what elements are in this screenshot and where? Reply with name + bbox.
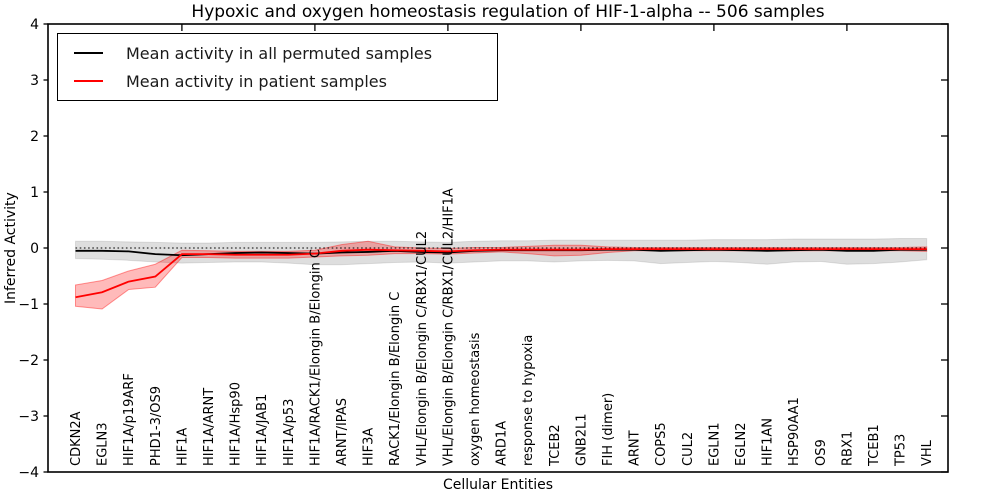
x-category-label: oxygen homeostasis [468, 332, 483, 466]
x-category-label: RBX1 [840, 431, 855, 466]
x-category-label: VHL [920, 439, 935, 466]
x-category-label: TP53 [894, 434, 909, 467]
x-category-label: HSP90AA1 [787, 397, 802, 466]
chart-title: Hypoxic and oxygen homeostasis regulatio… [191, 2, 825, 22]
x-category-label: EGLN3 [96, 422, 111, 466]
y-tick-label: 2 [30, 129, 39, 145]
x-category-label: HIF1A/RACK1/Elongin B/Elongin C [308, 249, 323, 466]
patient-confidence-band [75, 240, 928, 310]
x-category-label: HIF1A/Hsp90 [229, 382, 244, 466]
permuted-line-sample-icon [74, 52, 103, 54]
legend-label-patient: Mean activity in patient samples [126, 71, 387, 91]
y-tick-label: 1 [30, 185, 39, 201]
y-tick-label: −2 [18, 353, 39, 369]
legend-label-permuted: Mean activity in all permuted samples [126, 43, 433, 63]
x-category-label: TCEB2 [548, 424, 563, 467]
legend-item-patient: Mean activity in patient samples [58, 67, 497, 95]
patient-line-sample-icon [74, 80, 103, 82]
x-category-label: TCEB1 [867, 424, 882, 467]
y-tick-label: −3 [18, 409, 39, 425]
x-category-label: VHL/Elongin B/Elongin C/RBX1/CUL2/HIF1A [441, 188, 456, 466]
permuted-confidence-band [75, 237, 928, 266]
x-category-label: HIF1A/p19ARF [122, 373, 137, 466]
legend: Mean activity in all permuted samples Me… [57, 33, 498, 101]
x-category-label: EGLN2 [734, 422, 749, 466]
y-tick-label: −1 [18, 297, 39, 313]
y-tick-label: −4 [18, 465, 39, 481]
x-category-label: COPS5 [654, 422, 669, 466]
x-category-label: CUL2 [681, 432, 696, 466]
x-category-label: ARD1A [495, 421, 510, 466]
x-category-label: HIF1A [175, 428, 190, 466]
x-category-label: ARNT/IPAS [335, 398, 350, 466]
y-tick-label: 3 [30, 73, 39, 89]
x-category-label: ARNT [628, 430, 643, 466]
x-axis-label: Cellular Entities [442, 477, 554, 493]
x-category-label: HIF1A/JAB1 [255, 394, 270, 466]
x-category-label: HIF3A [362, 428, 377, 466]
x-category-label: CDKN2A [69, 411, 84, 466]
x-category-label: GNB2L1 [574, 413, 589, 466]
patient-mean-line [75, 248, 927, 299]
legend-item-permuted: Mean activity in all permuted samples [58, 39, 497, 67]
x-category-label: HIF1A/ARNT [202, 388, 217, 466]
x-category-label: RACK1/Elongin B/Elongin C [388, 292, 403, 466]
y-tick-label: 4 [30, 17, 39, 33]
x-category-label: PHD1-3/OS9 [149, 386, 164, 466]
x-category-label: response to hypoxia [521, 335, 536, 466]
y-tick-label: 0 [30, 241, 39, 257]
x-category-label: HIF1AN [761, 418, 776, 466]
x-category-label: FIH (dimer) [601, 393, 616, 466]
x-category-label: VHL/Elongin B/Elongin C/RBX1/CUL2 [415, 231, 430, 466]
x-category-label: OS9 [814, 439, 829, 466]
x-category-label: EGLN1 [707, 422, 722, 466]
x-category-label: HIF1A/p53 [282, 399, 297, 466]
